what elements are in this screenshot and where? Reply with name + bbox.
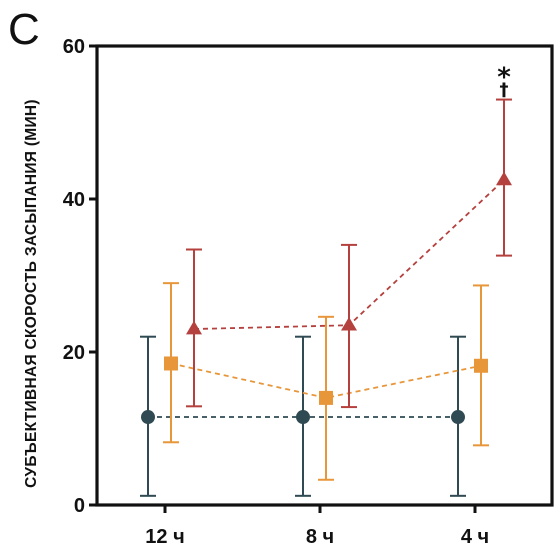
y-tick-label: 0 [74, 495, 85, 517]
y-tick-label: 40 [63, 189, 85, 211]
y-tick-label: 60 [63, 36, 85, 58]
data-point [474, 358, 488, 373]
annotation-dagger: † [500, 80, 509, 101]
data-point [164, 356, 178, 371]
data-point [341, 316, 357, 331]
data-point [319, 390, 333, 405]
panel-letter: C [8, 5, 40, 54]
y-axis-title: СУБЪЕКТИВНАЯ СКОРОСТЬ ЗАСЫПАНИЯ (МИН) [23, 99, 40, 488]
plot-area: 0 20 40 60 12 ч 8 ч 4 ч *† [63, 36, 554, 548]
x-tick-label: 12 ч [145, 526, 184, 548]
annotation-asterisk: * [497, 63, 511, 93]
series-line [170, 362, 482, 399]
y-axis-title-group: СУБЪЕКТИВНАЯ СКОРОСТЬ ЗАСЫПАНИЯ (МИН) [23, 99, 40, 488]
data-point [296, 410, 310, 425]
data-point [496, 171, 512, 186]
y-tick-label: 20 [63, 342, 85, 364]
x-tick-label: 4 ч [461, 526, 489, 548]
data-point [186, 320, 202, 335]
plot-frame [95, 44, 554, 507]
data-point [141, 410, 155, 425]
data-point [451, 410, 465, 425]
x-tick-label: 8 ч [306, 526, 334, 548]
